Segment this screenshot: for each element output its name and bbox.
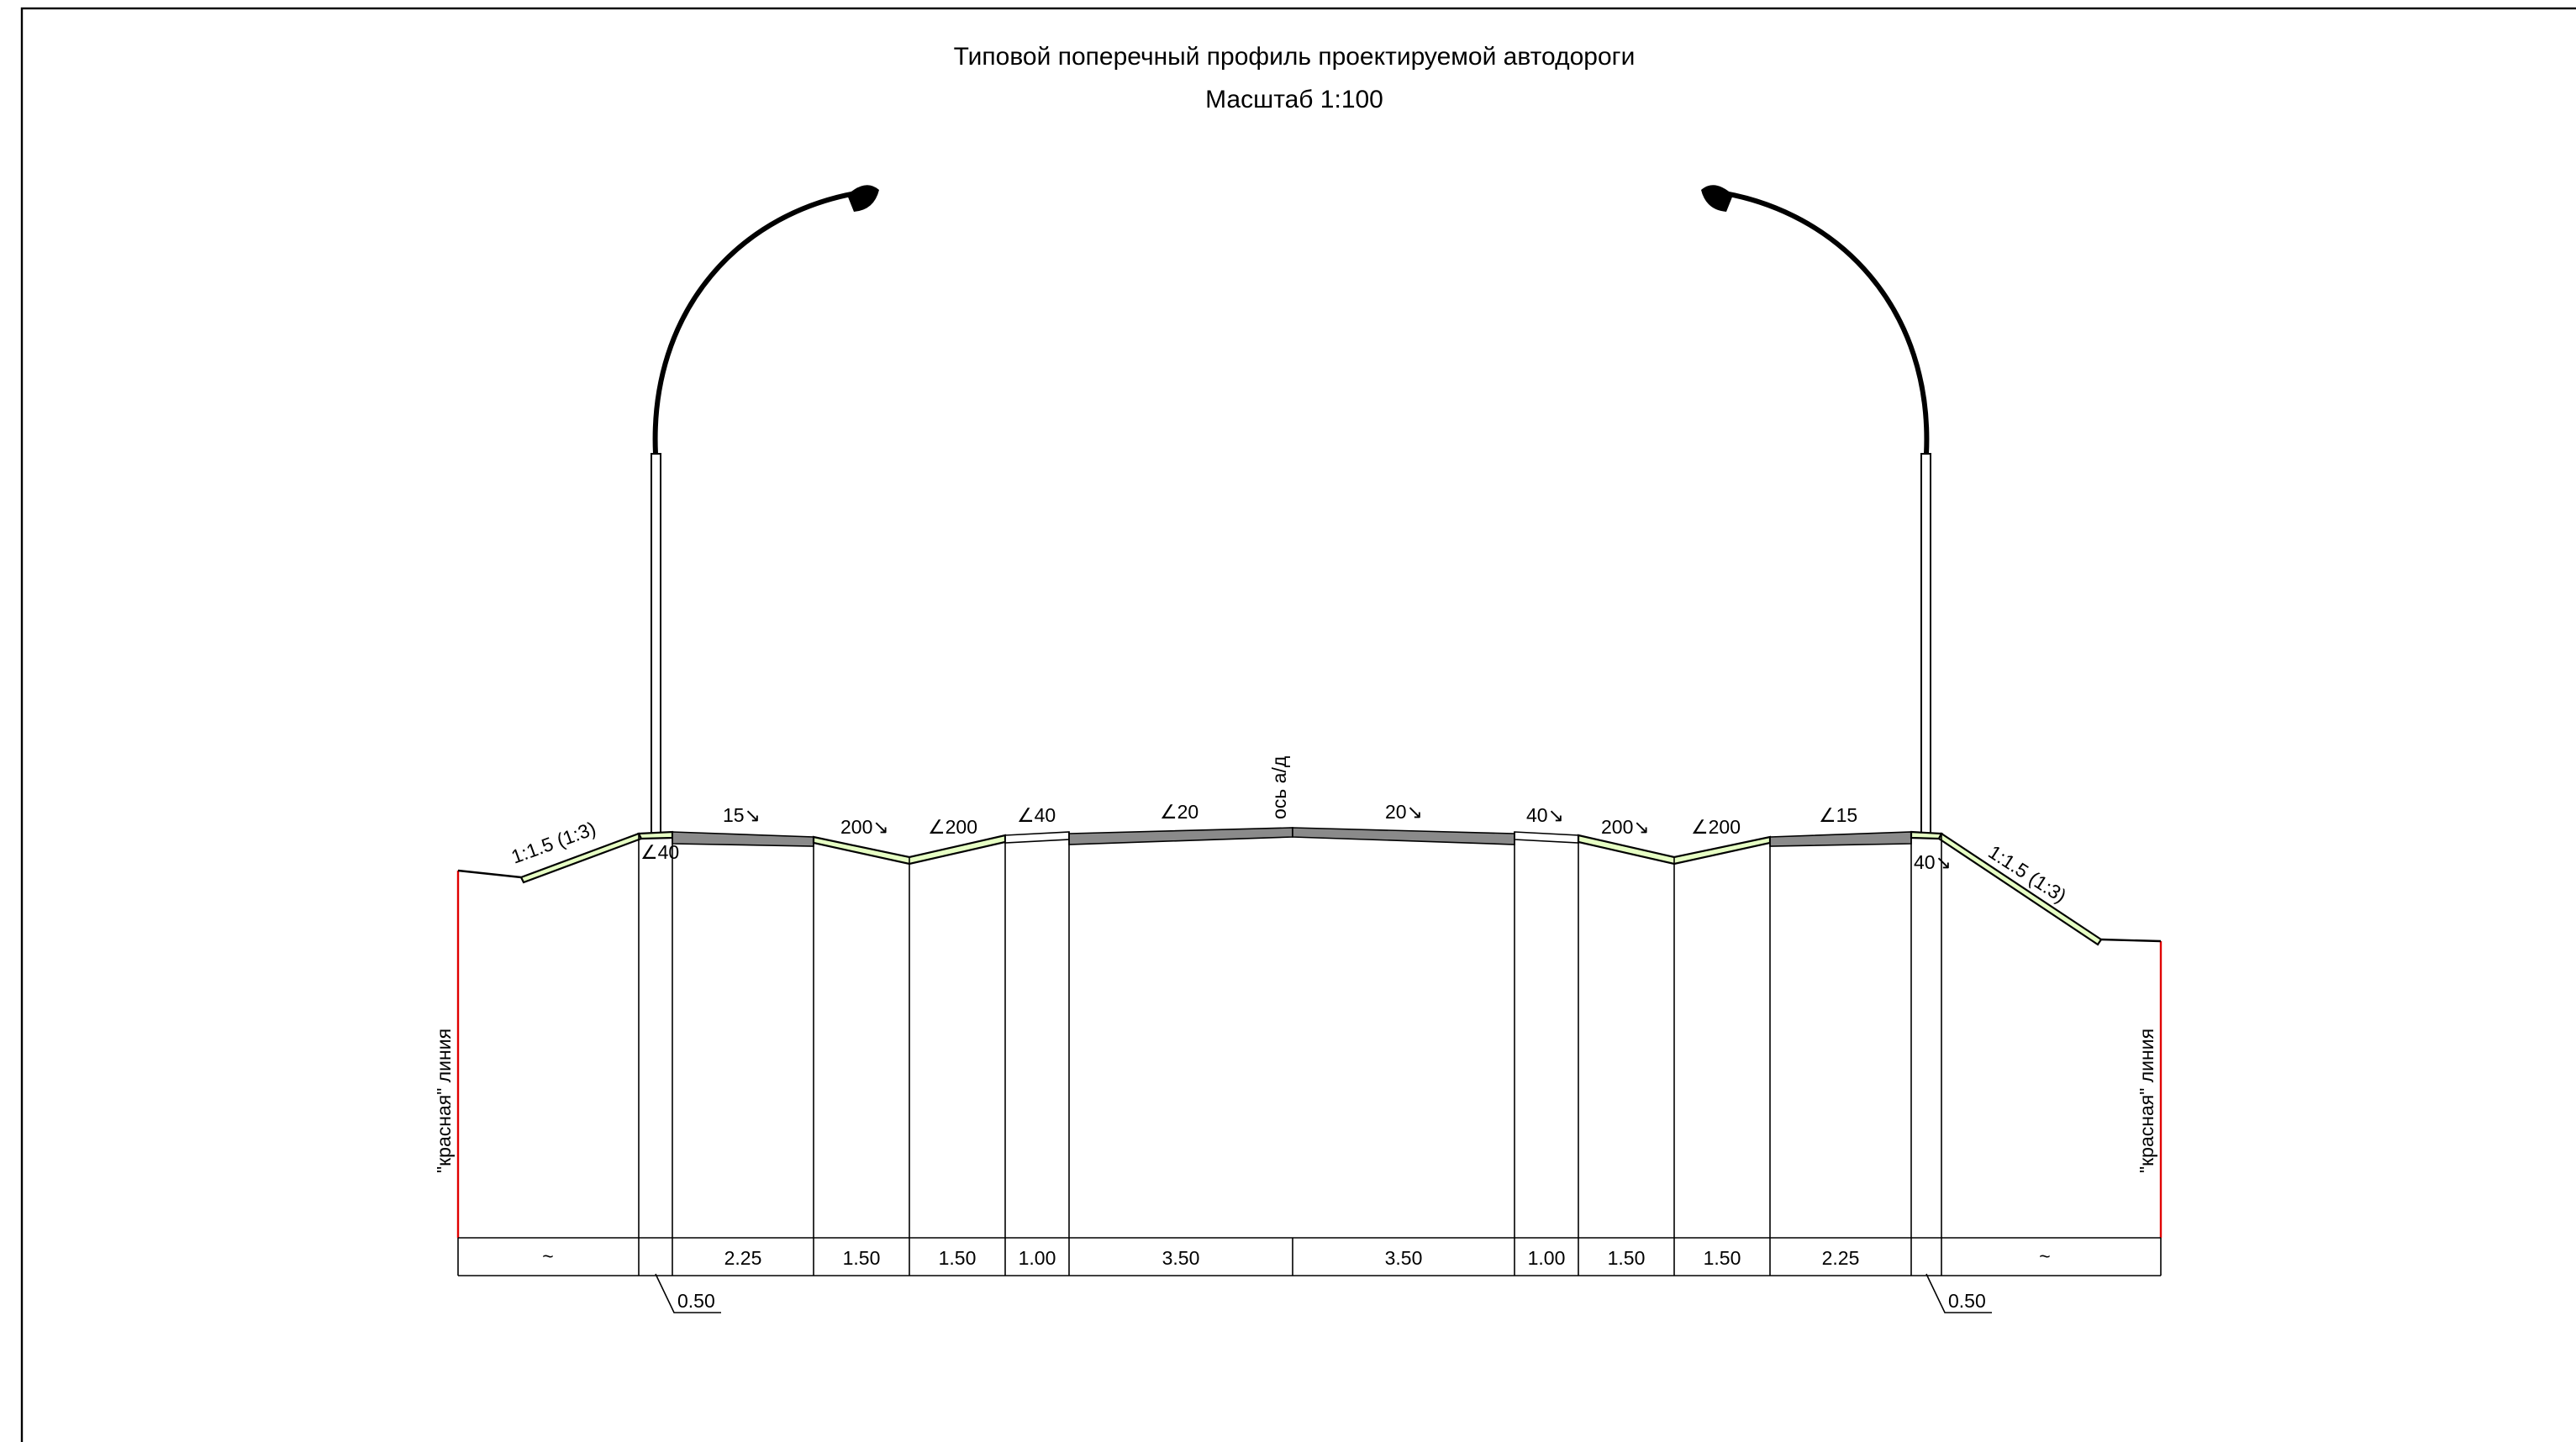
lamp-arm-right: [1714, 189, 1930, 455]
drawing-title: Типовой поперечный профиль проектируемой…: [954, 43, 1636, 71]
lamp-pole-right: [1920, 453, 1931, 834]
dim-ditch-right-1: 1.50: [1608, 1247, 1646, 1269]
street-lamp-left: [651, 185, 879, 834]
dim-kerb-right: 0.50: [1948, 1290, 1986, 1312]
dim-lane-right: 3.50: [1385, 1247, 1423, 1269]
kerb-strip-right: [1910, 830, 1943, 840]
dim-lane-left: 3.50: [1162, 1247, 1200, 1269]
lamp-head-left: [847, 185, 879, 212]
lane-left: [1068, 827, 1293, 845]
dim-outer-right: ~: [2039, 1245, 2050, 1267]
slope-ditch-right-inner: 200↘: [1601, 816, 1650, 838]
slope-ditch-left-inner: ∠200: [928, 816, 977, 838]
dim-sidewalk-right: 2.25: [1822, 1247, 1860, 1269]
ground-right: [2100, 938, 2162, 943]
dim-ditch-right-2: 1.50: [1704, 1247, 1741, 1269]
dim-shoulder-right: 1.00: [1528, 1247, 1566, 1269]
kerb-callout-left: 0.50: [655, 1273, 721, 1313]
dim-sidewalk-left: 2.25: [724, 1247, 762, 1269]
dimension-strip: [457, 1237, 2162, 1276]
drawing-scale: Масштаб 1:100: [1205, 86, 1383, 113]
drawing-frame: [20, 7, 2576, 1442]
slope-ditch-left-outer: 200↘: [840, 816, 889, 838]
division-lines: [638, 832, 1942, 1238]
kerb-callout-right: 0.50: [1925, 1273, 1992, 1313]
red-line-label-left: "красная" линия: [433, 1029, 455, 1173]
dim-shoulder-left: 1.00: [1019, 1247, 1056, 1269]
sidewalk-left: [672, 831, 814, 847]
dim-kerb-left: 0.50: [677, 1290, 715, 1312]
slope-shoulder-left: ∠40: [1017, 804, 1056, 826]
slope-kerb-right: 40↘: [1914, 851, 1952, 873]
slope-lane-left: ∠20: [1160, 801, 1198, 823]
slope-kerb-left: ∠40: [640, 841, 679, 863]
lamp-pole-left: [651, 453, 661, 834]
slope-lane-right: 20↘: [1385, 801, 1423, 823]
lamp-head-right: [1701, 185, 1733, 212]
embankment-right: [1937, 832, 2103, 946]
ground-left: [457, 869, 522, 879]
slope-sidewalk-right: ∠15: [1819, 804, 1857, 826]
dim-ditch-left-2: 1.50: [939, 1247, 977, 1269]
dim-outer-left: ~: [542, 1245, 553, 1267]
kerb-strip-left: [637, 830, 674, 840]
street-lamp-right: [1701, 185, 1931, 834]
lane-right: [1292, 827, 1515, 845]
sidewalk-right: [1769, 831, 1912, 847]
slope-sidewalk-left: 15↘: [723, 804, 761, 826]
slope-shoulder-right: 40↘: [1526, 804, 1564, 826]
dim-ditch-left-1: 1.50: [843, 1247, 881, 1269]
shoulder-right: [1514, 831, 1579, 844]
slope-ditch-right-outer: ∠200: [1691, 816, 1741, 838]
lamp-arm-left: [652, 189, 867, 455]
shoulder-left: [1004, 831, 1070, 844]
red-line-label-right: "красная" линия: [2136, 1029, 2157, 1173]
road-axis-label: ось а/д: [1268, 755, 1290, 819]
